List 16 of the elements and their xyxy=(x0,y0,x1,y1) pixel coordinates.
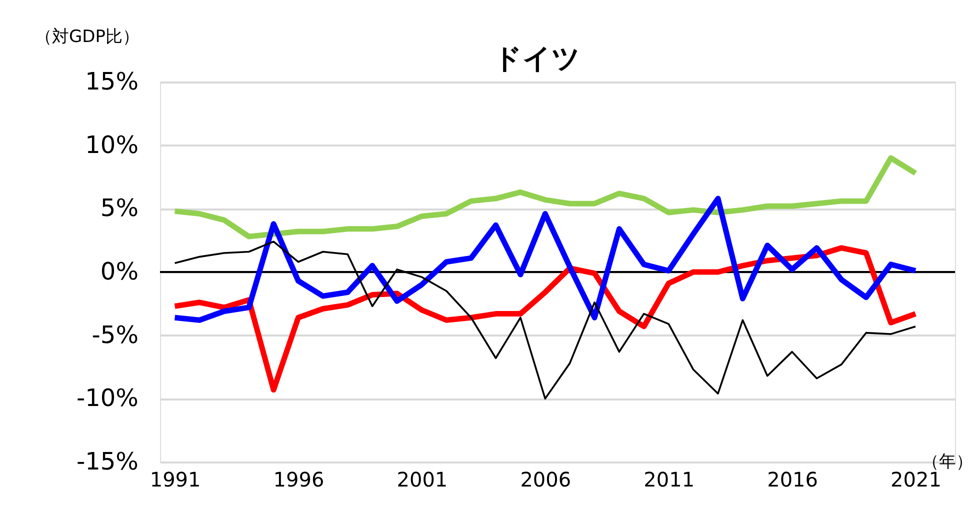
chart-title: ドイツ xyxy=(494,42,580,75)
x-tick-label: 2001 xyxy=(396,468,448,492)
y-tick-label: -5% xyxy=(92,320,138,349)
y-tick-label: -10% xyxy=(76,384,138,412)
x-tick-label: 2016 xyxy=(767,468,818,492)
y-tick-label: 10% xyxy=(85,130,138,159)
x-tick-label: 2006 xyxy=(520,468,572,492)
y-tick-label: 15% xyxy=(85,68,138,96)
y-tick-label: -15% xyxy=(76,448,138,476)
x-axis-title: （年） xyxy=(922,452,973,472)
x-tick-label: 2011 xyxy=(644,468,695,492)
y-axis-title: （対GDP比） xyxy=(35,27,140,47)
x-tick-label: 1991 xyxy=(150,468,201,492)
x-tick-label: 1996 xyxy=(273,468,324,492)
y-tick-label: 0% xyxy=(100,258,138,286)
y-tick-label: 5% xyxy=(100,194,138,222)
